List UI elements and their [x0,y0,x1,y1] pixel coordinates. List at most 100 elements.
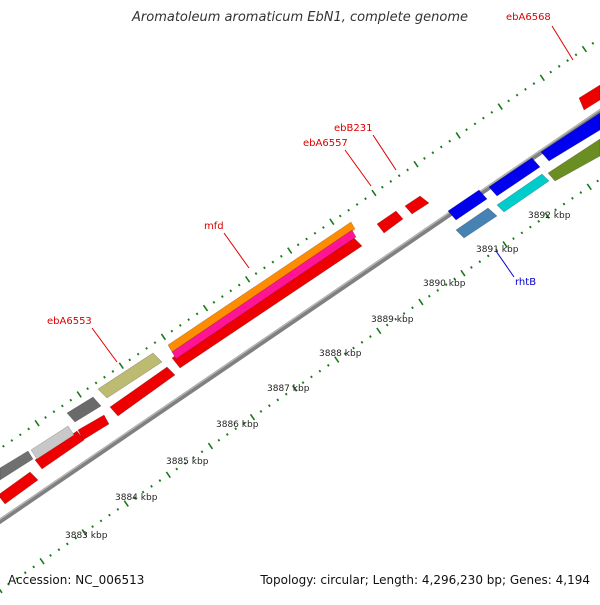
tick-minor [103,375,106,379]
tick-major [244,275,251,283]
gene-label-mfd: mfd [204,221,224,232]
tick-minor [369,335,372,338]
gene-orange[interactable] [167,221,356,353]
tick-minor [242,421,246,425]
tick-major [497,103,503,110]
gene-red-1[interactable] [578,84,600,111]
leader-ebA6568 [551,25,574,61]
tick-minor [141,490,145,494]
gene-features [0,84,600,505]
gene-olive[interactable] [547,138,600,182]
gene-blue-1[interactable] [447,189,488,221]
gene-blue-2[interactable] [488,157,541,197]
tick-minor [444,283,448,287]
tick-major [539,74,545,82]
tick-minor [448,139,452,143]
gene-blue-3[interactable] [540,112,600,162]
tick-minor [532,82,536,86]
gene-cyan[interactable] [496,173,550,213]
tick-minor [133,496,137,500]
tick-label-3892: 3892 kbp [528,211,571,221]
gene-red-6[interactable] [77,414,110,441]
gene-red-2[interactable] [376,210,404,234]
gene-label-ebA6553: ebA6553 [47,316,92,327]
gene-dark-gray-1[interactable] [0,450,34,481]
tick-minor [465,128,468,132]
tick-major [334,356,340,363]
tick-minor [178,323,182,327]
tick-minor [470,266,473,269]
tick-minor [94,381,98,385]
tick-minor [431,151,435,155]
tick-major [0,588,3,594]
gene-dark-gray-2[interactable] [66,396,102,423]
tick-minor [145,346,148,350]
gene-steelblue[interactable] [455,207,498,239]
tick-minor [27,427,31,431]
tick-minor [99,519,103,523]
gene-label-ebA6568: ebA6568 [506,12,551,23]
tick-minor [234,427,238,431]
tick-minor [549,70,553,74]
tick-minor [32,565,36,569]
tick-major [418,298,424,306]
tick-minor [268,404,271,408]
tick-minor [524,87,527,91]
tick-minor [175,467,179,471]
tick-minor [271,260,275,264]
tick-minor [411,306,414,310]
tick-minor [170,329,174,333]
tick-major [413,160,419,168]
tick-minor [528,225,532,229]
tick-minor [153,341,157,345]
tick-minor [254,272,258,275]
tick-major [165,471,171,479]
tick-label-3884: 3884 kbp [115,493,158,503]
tick-major [460,269,466,277]
gene-red-3[interactable] [404,195,430,215]
tick-minor [74,536,78,540]
tick-minor [579,191,583,194]
gene-red-4[interactable] [0,471,39,505]
gene-khaki[interactable] [97,352,163,399]
tick-major [376,327,382,335]
leader-ebB231 [372,134,397,171]
tick-minor [318,369,322,373]
tick-minor [18,433,22,437]
map-title: Aromatoleum aromaticum EbN1, complete ge… [132,10,468,25]
tick-minor [322,226,325,229]
tick-minor [495,248,499,252]
tick-minor [279,254,283,258]
tick-minor [128,358,132,362]
tick-minor [44,416,47,419]
leader-rhtB [495,250,515,278]
tick-label-3885: 3885 kbp [166,457,209,467]
tick-minor [562,202,566,206]
tick-label-3888: 3888 kbp [319,349,362,359]
gene-light-gray[interactable] [30,425,75,460]
tick-minor [187,318,191,322]
tick-minor [478,260,482,264]
tick-minor [554,208,557,212]
tick-minor [402,312,406,315]
tick-minor [439,145,443,149]
tick-minor [23,571,27,575]
tick-minor [57,548,61,552]
tick-minor [111,369,115,373]
tick-minor [183,461,187,465]
tick-row-lower [0,179,600,594]
tick-label-3890: 3890 kbp [423,279,466,289]
tick-minor [10,439,14,442]
accession-text: Accession: NC_006513 [8,573,145,587]
tick-minor [301,381,305,385]
gene-red-7[interactable] [109,366,176,417]
tick-major [329,218,335,226]
tick-minor [537,219,541,223]
tick-minor [515,93,519,97]
tick-minor [52,410,56,414]
tick-minor [380,185,384,189]
tick-minor [313,231,317,235]
gene-pink[interactable] [171,229,357,360]
